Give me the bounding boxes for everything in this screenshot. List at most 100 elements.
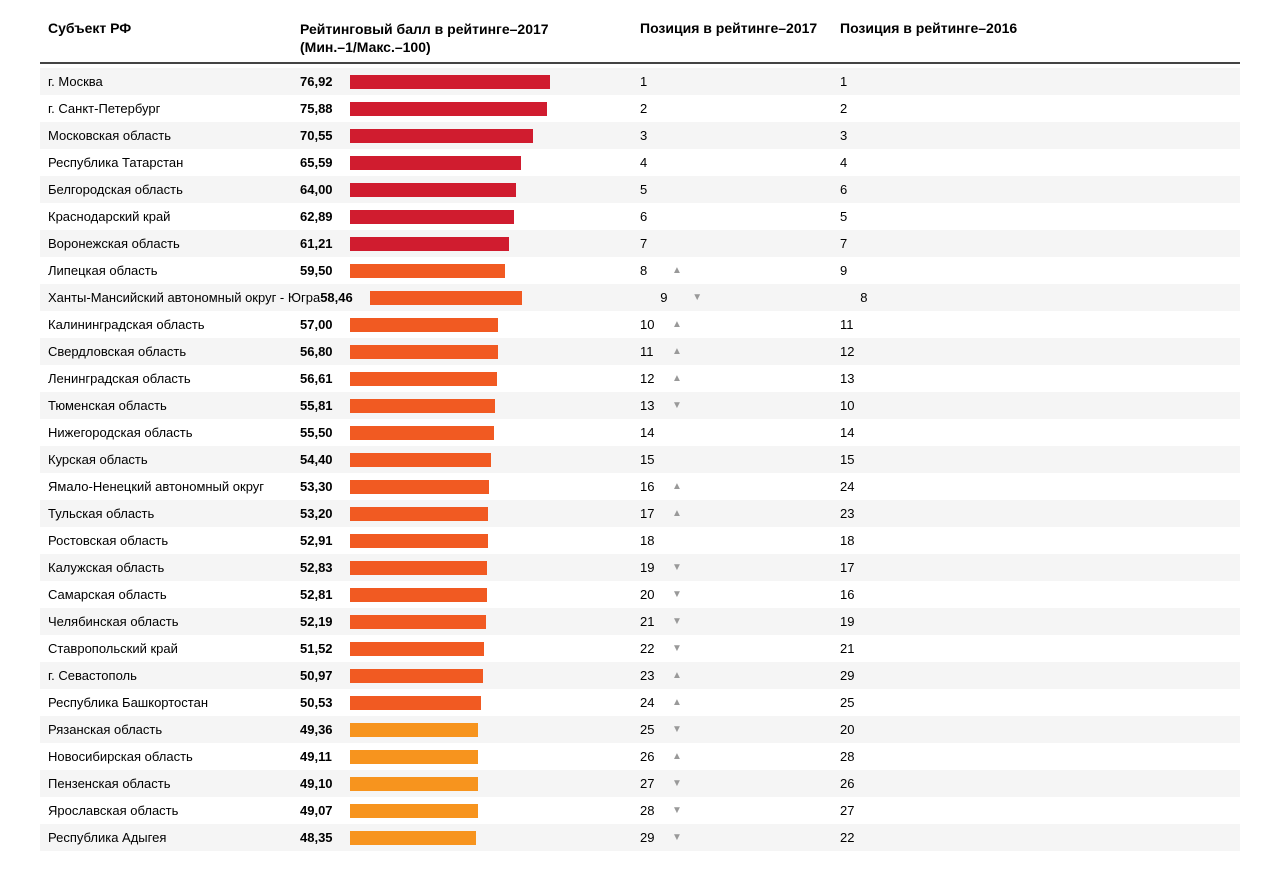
score-value: 58,46	[320, 290, 370, 305]
header-pos2017: Позиция в рейтинге–2017	[640, 20, 840, 56]
score-value: 48,35	[300, 830, 350, 845]
cell-subject: Калининградская область	[40, 317, 300, 332]
cell-score: 56,61	[300, 371, 640, 386]
arrow-up-icon: ▲	[672, 265, 682, 276]
bar-fill	[350, 561, 487, 575]
cell-pos2017: 23▲	[640, 668, 840, 683]
bar-track	[350, 345, 610, 359]
cell-subject: Республика Адыгея	[40, 830, 300, 845]
score-value: 76,92	[300, 74, 350, 89]
table-row: Республика Башкортостан50,5324▲25	[40, 689, 1240, 716]
cell-subject: Краснодарский край	[40, 209, 300, 224]
cell-subject: г. Севастополь	[40, 668, 300, 683]
table-row: Воронежская область61,2177	[40, 230, 1240, 257]
arrow-down-icon: ▼	[672, 400, 682, 411]
bar-track	[350, 237, 610, 251]
cell-pos2017: 6	[640, 209, 840, 224]
arrow-down-icon: ▼	[692, 292, 702, 303]
pos2017-value: 11	[640, 344, 664, 359]
cell-pos2016: 4	[840, 155, 1240, 170]
pos2017-value: 19	[640, 560, 664, 575]
bar-track	[350, 318, 610, 332]
cell-pos2017: 18	[640, 533, 840, 548]
arrow-up-icon: ▲	[672, 697, 682, 708]
bar-track	[350, 534, 610, 548]
cell-pos2017: 29▼	[640, 830, 840, 845]
table-row: Свердловская область56,8011▲12	[40, 338, 1240, 365]
score-value: 52,91	[300, 533, 350, 548]
pos2017-value: 7	[640, 236, 664, 251]
table-row: Ставропольский край51,5222▼21	[40, 635, 1240, 662]
cell-pos2016: 22	[840, 830, 1240, 845]
cell-score: 51,52	[300, 641, 640, 656]
cell-pos2017: 15	[640, 452, 840, 467]
bar-track	[370, 291, 630, 305]
score-value: 49,11	[300, 749, 350, 764]
cell-score: 65,59	[300, 155, 640, 170]
bar-track	[350, 453, 610, 467]
table-row: Тюменская область55,8113▼10	[40, 392, 1240, 419]
score-value: 57,00	[300, 317, 350, 332]
bar-fill	[350, 426, 494, 440]
cell-score: 49,07	[300, 803, 640, 818]
score-value: 52,19	[300, 614, 350, 629]
table-row: Республика Татарстан65,5944	[40, 149, 1240, 176]
table-row: Ханты-Мансийский автономный округ - Югра…	[40, 284, 1240, 311]
arrow-down-icon: ▼	[672, 589, 682, 600]
score-value: 49,36	[300, 722, 350, 737]
cell-pos2017: 26▲	[640, 749, 840, 764]
bar-fill	[350, 507, 488, 521]
bar-track	[350, 804, 610, 818]
cell-subject: Курская область	[40, 452, 300, 467]
bar-fill	[350, 345, 498, 359]
bar-fill	[370, 291, 522, 305]
arrow-up-icon: ▲	[672, 373, 682, 384]
cell-pos2016: 28	[840, 749, 1240, 764]
pos2017-value: 25	[640, 722, 664, 737]
cell-pos2017: 7	[640, 236, 840, 251]
arrow-down-icon: ▼	[672, 832, 682, 843]
score-value: 55,50	[300, 425, 350, 440]
bar-track	[350, 831, 610, 845]
table-row: Ямало-Ненецкий автономный округ53,3016▲2…	[40, 473, 1240, 500]
cell-pos2017: 20▼	[640, 587, 840, 602]
arrow-up-icon: ▲	[672, 346, 682, 357]
cell-pos2016: 18	[840, 533, 1240, 548]
table-row: Калужская область52,8319▼17	[40, 554, 1240, 581]
arrow-down-icon: ▼	[672, 778, 682, 789]
table-row: Липецкая область59,508▲9	[40, 257, 1240, 284]
score-value: 70,55	[300, 128, 350, 143]
bar-track	[350, 426, 610, 440]
bar-fill	[350, 264, 505, 278]
table-row: Ярославская область49,0728▼27	[40, 797, 1240, 824]
arrow-up-icon: ▲	[672, 481, 682, 492]
score-value: 50,97	[300, 668, 350, 683]
cell-subject: Республика Башкортостан	[40, 695, 300, 710]
rating-table: Субъект РФ Рейтинговый балл в рейтинге–2…	[40, 20, 1240, 851]
bar-fill	[350, 372, 497, 386]
cell-score: 75,88	[300, 101, 640, 116]
cell-pos2016: 10	[840, 398, 1240, 413]
score-value: 65,59	[300, 155, 350, 170]
cell-subject: Липецкая область	[40, 263, 300, 278]
bar-fill	[350, 237, 509, 251]
cell-score: 48,35	[300, 830, 640, 845]
header-subject: Субъект РФ	[40, 20, 300, 56]
bar-track	[350, 507, 610, 521]
score-value: 64,00	[300, 182, 350, 197]
bar-fill	[350, 156, 521, 170]
cell-pos2016: 12	[840, 344, 1240, 359]
score-value: 53,20	[300, 506, 350, 521]
score-value: 52,81	[300, 587, 350, 602]
cell-score: 62,89	[300, 209, 640, 224]
cell-subject: Московская область	[40, 128, 300, 143]
cell-pos2016: 3	[840, 128, 1240, 143]
cell-pos2016: 21	[840, 641, 1240, 656]
pos2017-value: 6	[640, 209, 664, 224]
score-value: 49,10	[300, 776, 350, 791]
bar-fill	[350, 453, 491, 467]
bar-track	[350, 129, 610, 143]
cell-subject: Ростовская область	[40, 533, 300, 548]
cell-pos2016: 16	[840, 587, 1240, 602]
bar-track	[350, 102, 610, 116]
